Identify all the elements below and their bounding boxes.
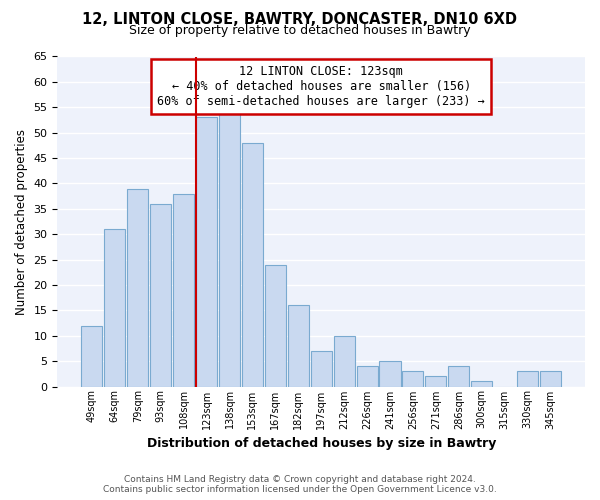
Bar [288, 306, 309, 386]
Text: Contains HM Land Registry data © Crown copyright and database right 2024.
Contai: Contains HM Land Registry data © Crown c… [103, 474, 497, 494]
Y-axis label: Number of detached properties: Number of detached properties [15, 128, 28, 314]
Bar [82, 326, 103, 386]
Bar [448, 366, 469, 386]
Bar [379, 361, 401, 386]
Bar [104, 229, 125, 386]
Bar [127, 188, 148, 386]
Bar [196, 118, 217, 386]
Bar [403, 372, 424, 386]
Bar [334, 336, 355, 386]
Text: Size of property relative to detached houses in Bawtry: Size of property relative to detached ho… [129, 24, 471, 37]
Text: 12, LINTON CLOSE, BAWTRY, DONCASTER, DN10 6XD: 12, LINTON CLOSE, BAWTRY, DONCASTER, DN1… [83, 12, 517, 28]
X-axis label: Distribution of detached houses by size in Bawtry: Distribution of detached houses by size … [146, 437, 496, 450]
Bar [540, 372, 561, 386]
Bar [311, 351, 332, 386]
Text: 12 LINTON CLOSE: 123sqm
← 40% of detached houses are smaller (156)
60% of semi-d: 12 LINTON CLOSE: 123sqm ← 40% of detache… [157, 65, 485, 108]
Bar [517, 372, 538, 386]
Bar [356, 366, 377, 386]
Bar [471, 382, 492, 386]
Bar [265, 264, 286, 386]
Bar [173, 194, 194, 386]
Bar [242, 143, 263, 386]
Bar [425, 376, 446, 386]
Bar [219, 112, 240, 386]
Bar [150, 204, 171, 386]
